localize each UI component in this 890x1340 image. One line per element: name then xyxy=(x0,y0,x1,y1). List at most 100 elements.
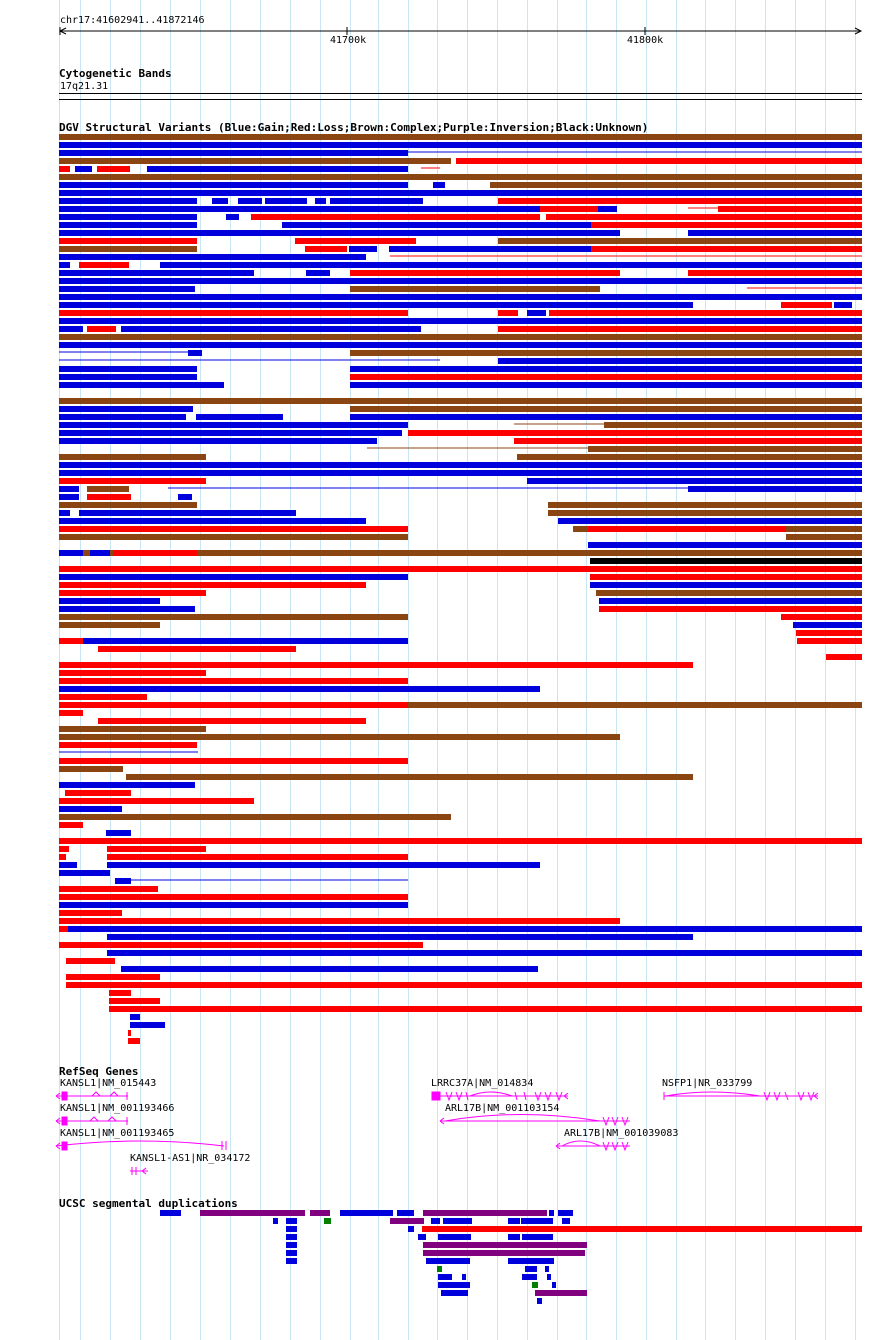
dgv-variant-red[interactable] xyxy=(109,990,131,996)
dgv-variant-blue[interactable] xyxy=(59,326,83,332)
dgv-variant-blue[interactable] xyxy=(590,582,862,588)
dgv-variant-brown[interactable] xyxy=(59,454,206,460)
segdup-item-purple[interactable] xyxy=(423,1242,587,1248)
gene-label[interactable]: KANSL1-AS1|NR_034172 xyxy=(130,1153,251,1164)
dgv-variant-brown[interactable] xyxy=(59,734,620,740)
dgv-variant-red[interactable] xyxy=(59,838,862,844)
dgv-variant-blue[interactable] xyxy=(121,326,421,332)
dgv-variant-blue[interactable] xyxy=(315,198,326,204)
dgv-variant-red[interactable] xyxy=(498,198,862,204)
dgv-variant-brown[interactable] xyxy=(59,726,206,732)
dgv-variant-blue[interactable] xyxy=(212,198,228,204)
segdup-item-blue[interactable] xyxy=(438,1282,470,1288)
dgv-variant-brown[interactable] xyxy=(59,502,197,508)
dgv-variant-red[interactable] xyxy=(97,166,130,172)
dgv-variant-blue[interactable] xyxy=(59,230,620,236)
dgv-variant-blue[interactable] xyxy=(59,926,862,932)
dgv-variant-red[interactable] xyxy=(59,670,206,676)
dgv-variant-red[interactable] xyxy=(59,854,66,860)
gene-label[interactable]: KANSL1|NM_001193465 xyxy=(60,1128,175,1139)
dgv-variant-blue[interactable] xyxy=(75,166,92,172)
dgv-variant-blue[interactable] xyxy=(265,198,307,204)
dgv-variant-blue[interactable] xyxy=(282,222,591,228)
segdup-item-blue[interactable] xyxy=(286,1226,297,1232)
dgv-variant-blue[interactable] xyxy=(527,478,546,484)
segdup-item-blue[interactable] xyxy=(286,1234,297,1240)
segdup-item-red[interactable] xyxy=(422,1226,862,1232)
dgv-variant-blue[interactable] xyxy=(59,342,862,348)
dgv-track-title[interactable]: DGV Structural Variants (Blue:Gain;Red:L… xyxy=(59,121,649,134)
dgv-variant-blue[interactable] xyxy=(107,934,693,940)
dgv-variant-red[interactable] xyxy=(98,718,366,724)
gene-label[interactable]: ARL17B|NM_001039083 xyxy=(564,1128,679,1139)
dgv-variant-brown[interactable] xyxy=(59,174,862,180)
dgv-variant-red[interactable] xyxy=(109,1006,862,1012)
dgv-variant-red[interactable] xyxy=(59,822,83,828)
dgv-variant-red[interactable] xyxy=(408,430,862,436)
segdup-item-blue[interactable] xyxy=(558,1210,573,1216)
dgv-variant-red[interactable] xyxy=(59,662,693,668)
gene-label[interactable]: KANSL1|NM_015443 xyxy=(60,1078,157,1089)
dgv-variant-red[interactable] xyxy=(59,566,158,572)
gene-label[interactable]: ARL17B|NM_001103154 xyxy=(445,1103,560,1114)
dgv-variant-blue[interactable] xyxy=(59,462,862,468)
dgv-variant-blue[interactable] xyxy=(350,366,862,372)
dgv-variant-red[interactable] xyxy=(128,1038,131,1044)
dgv-variant-brown[interactable] xyxy=(517,454,862,460)
dgv-variant-red[interactable] xyxy=(781,302,832,308)
dgv-variant-blue[interactable] xyxy=(59,870,110,876)
dgv-variant-red[interactable] xyxy=(540,206,598,212)
dgv-variant-brown[interactable] xyxy=(604,422,862,428)
dgv-variant-red[interactable] xyxy=(87,326,116,332)
dgv-variant-blue[interactable] xyxy=(59,430,402,436)
segdup-item-blue[interactable] xyxy=(521,1218,553,1224)
dgv-variant-blue[interactable] xyxy=(59,214,197,220)
dgv-variant-blue[interactable] xyxy=(59,374,197,380)
segdup-item-blue[interactable] xyxy=(537,1298,542,1304)
dgv-variant-brown[interactable] xyxy=(59,158,451,164)
dgv-variant-brown[interactable] xyxy=(548,510,862,516)
segdup-item-purple[interactable] xyxy=(535,1290,587,1296)
dgv-variant-blue[interactable] xyxy=(350,414,862,420)
dgv-variant-blue[interactable] xyxy=(59,190,862,196)
dgv-variant-blue[interactable] xyxy=(59,550,83,556)
dgv-variant-red[interactable] xyxy=(59,710,83,716)
segdup-item-blue[interactable] xyxy=(545,1266,549,1272)
segdup-item-blue[interactable] xyxy=(562,1218,570,1224)
segdup-item-blue[interactable] xyxy=(286,1218,297,1224)
segdup-item-blue[interactable] xyxy=(286,1242,297,1248)
dgv-variant-blue[interactable] xyxy=(349,246,377,252)
dgv-variant-red[interactable] xyxy=(59,742,197,748)
dgv-variant-red[interactable] xyxy=(65,790,131,796)
dgv-variant-red[interactable] xyxy=(98,646,296,652)
dgv-variant-brown[interactable] xyxy=(596,590,862,596)
dgv-variant-red[interactable] xyxy=(79,262,129,268)
segdup-item-blue[interactable] xyxy=(549,1210,554,1216)
dgv-variant-brown[interactable] xyxy=(87,486,129,492)
dgv-variant-blue[interactable] xyxy=(59,606,195,612)
refseq-track-title[interactable]: RefSeq Genes xyxy=(59,1065,139,1078)
dgv-variant-blue[interactable] xyxy=(59,422,408,428)
dgv-variant-red[interactable] xyxy=(59,166,70,172)
dgv-variant-blue[interactable] xyxy=(59,438,377,444)
dgv-variant-red[interactable] xyxy=(591,222,862,228)
dgv-variant-red[interactable] xyxy=(107,846,206,852)
segdup-item-green[interactable] xyxy=(324,1218,331,1224)
dgv-variant-blue[interactable] xyxy=(121,966,538,972)
dgv-variant-red[interactable] xyxy=(59,926,68,932)
dgv-variant-red[interactable] xyxy=(59,678,408,684)
dgv-variant-red[interactable] xyxy=(59,894,408,900)
cytoband-track-title[interactable]: Cytogenetic Bands xyxy=(59,67,172,80)
segdup-item-blue[interactable] xyxy=(552,1282,556,1288)
dgv-variant-brown[interactable] xyxy=(59,614,408,620)
dgv-variant-red[interactable] xyxy=(588,526,786,532)
dgv-variant-red[interactable] xyxy=(59,638,83,644)
dgv-variant-blue[interactable] xyxy=(59,518,366,524)
dgv-variant-blue[interactable] xyxy=(306,270,330,276)
dgv-variant-red[interactable] xyxy=(107,854,408,860)
dgv-variant-blue[interactable] xyxy=(588,542,862,548)
segdup-item-blue[interactable] xyxy=(438,1234,471,1240)
dgv-variant-blue[interactable] xyxy=(433,182,445,188)
dgv-variant-blue[interactable] xyxy=(598,206,617,212)
dgv-variant-blue[interactable] xyxy=(59,302,693,308)
